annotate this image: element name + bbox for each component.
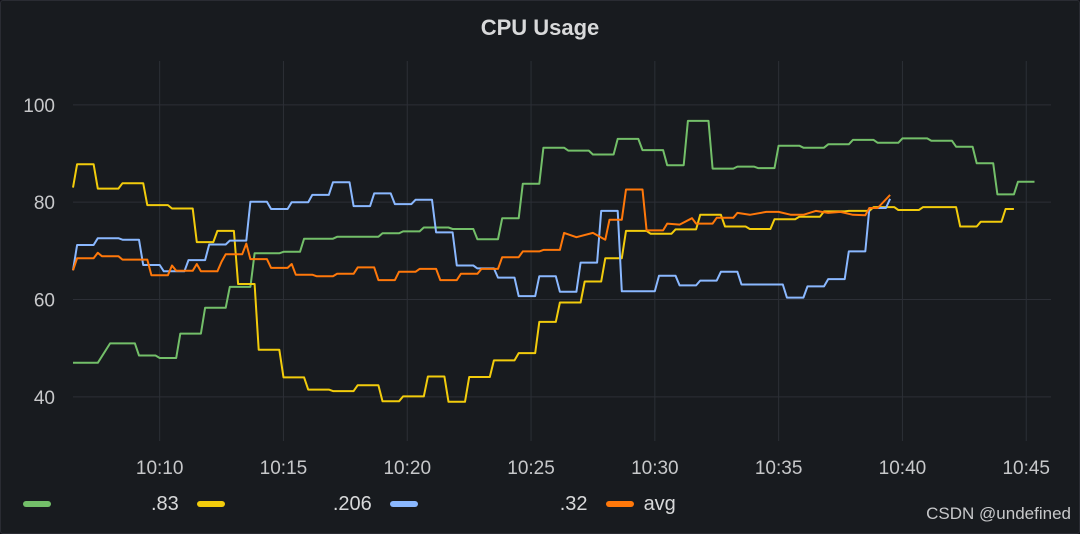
series-line-avg[interactable] <box>72 188 891 282</box>
legend-label-83: .83 <box>151 492 179 515</box>
series-line-83[interactable] <box>73 119 1035 364</box>
x-axis: 10:10 10:15 10:20 10:25 10:30 10:35 10:40 10:45 <box>136 458 1050 479</box>
x-tick-label-1030: 10:30 <box>631 458 679 479</box>
legend-label-avg: avg <box>643 492 676 515</box>
legend-item-206[interactable]: .206 <box>196 492 372 516</box>
y-tick-label-40: 40 <box>34 388 55 409</box>
watermark: CSDN @undefined <box>926 504 1071 523</box>
legend-swatch-avg <box>605 501 634 507</box>
series-lines <box>72 119 1035 403</box>
x-tick-label-1045: 10:45 <box>1002 458 1050 479</box>
legend-swatch-83 <box>23 501 51 507</box>
y-tick-label-80: 80 <box>34 193 55 214</box>
series-line-206[interactable] <box>72 163 1014 403</box>
y-axis: 40 60 80 100 <box>23 96 55 409</box>
legend-swatch-32 <box>389 501 418 507</box>
x-tick-label-1035: 10:35 <box>755 458 803 479</box>
y-tick-label-100: 100 <box>23 96 55 117</box>
x-tick-label-1010: 10:10 <box>136 458 184 479</box>
x-tick-label-1025: 10:25 <box>507 458 555 479</box>
x-tick-label-1020: 10:20 <box>383 458 431 479</box>
legend-label-32: .32 <box>559 492 588 515</box>
x-tick-label-1040: 10:40 <box>879 458 927 479</box>
legend: .83 .206 .32 avg <box>23 491 694 517</box>
legend-item-32[interactable]: .32 <box>389 492 588 516</box>
legend-label-206: .206 <box>332 492 372 515</box>
grid-lines <box>73 61 1051 441</box>
series-line-32[interactable] <box>72 181 892 299</box>
legend-item-83[interactable]: .83 <box>23 493 179 516</box>
panel-title: CPU Usage <box>480 15 600 40</box>
legend-item-avg[interactable]: avg <box>605 492 676 516</box>
y-tick-label-60: 60 <box>34 291 55 312</box>
x-tick-label-1015: 10:15 <box>260 458 308 479</box>
legend-swatch-206 <box>196 501 225 507</box>
